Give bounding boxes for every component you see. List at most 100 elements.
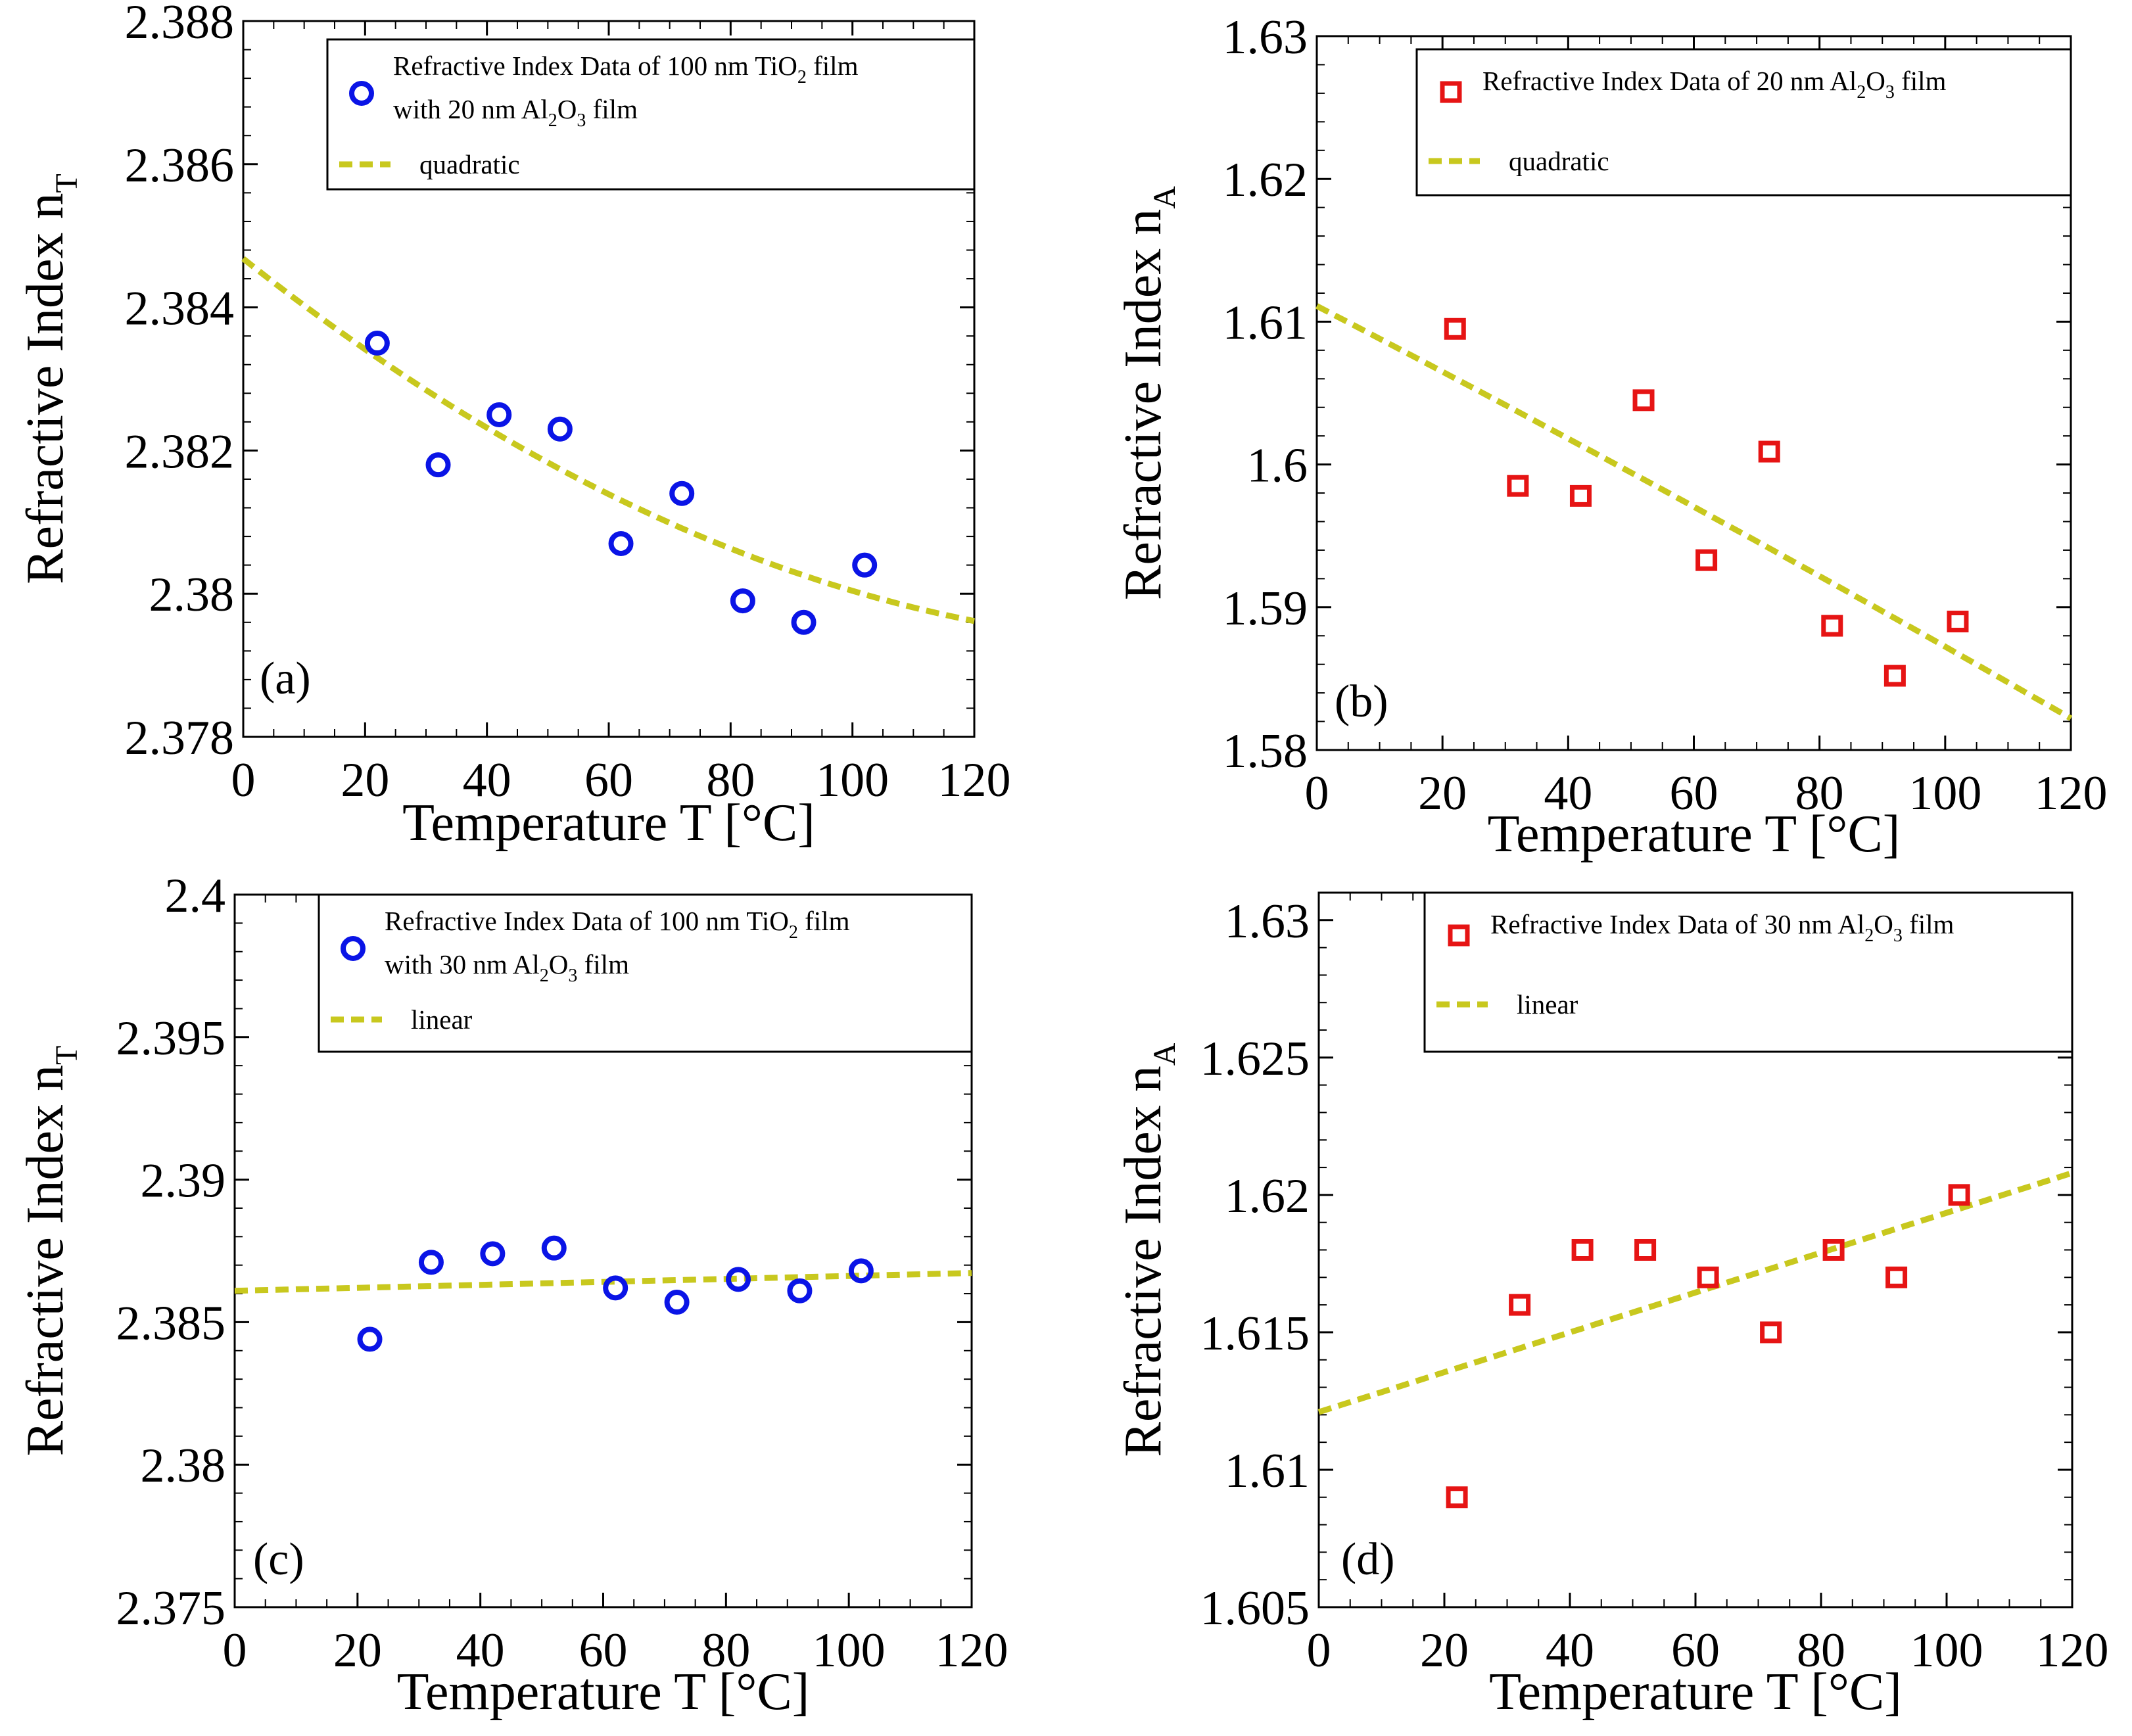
data-point xyxy=(730,588,755,614)
x-tick-label: 60 xyxy=(579,1624,628,1677)
legend-data-label-line2-part: 2 xyxy=(540,966,549,986)
y-tick-label: 2.386 xyxy=(125,139,235,193)
fit-curve xyxy=(1317,1170,2073,1415)
legend-data-label-part: film xyxy=(1895,66,1947,96)
legend-data-label-line1-part: 2 xyxy=(797,67,807,87)
data-point xyxy=(364,331,390,356)
y-tick-label: 1.63 xyxy=(1223,11,1308,64)
y-tick-label: 1.61 xyxy=(1223,296,1308,350)
legend-data-label-line2-part: film xyxy=(586,94,638,124)
panel-label: (d) xyxy=(1341,1534,1395,1585)
legend-data-label-line1: Refractive Index Data of 100 nm TiO2 fil… xyxy=(393,51,859,87)
data-point xyxy=(1507,475,1529,497)
x-tick-label: 80 xyxy=(701,1624,750,1677)
data-point xyxy=(1634,1239,1657,1261)
legend-data-label-line2-part: 3 xyxy=(577,110,586,131)
data-point xyxy=(1569,484,1592,507)
data-point xyxy=(1883,665,1906,687)
x-tick-label: 80 xyxy=(1797,1624,1845,1677)
data-point xyxy=(1695,549,1718,571)
x-axis-label: Temperature T [°C] xyxy=(397,1663,810,1721)
legend-data-label-line1: Refractive Index Data of 100 nm TiO2 fil… xyxy=(385,906,850,943)
y-tick-label: 1.605 xyxy=(1200,1582,1310,1635)
y-axis-label-main: Refractive Index n xyxy=(1114,209,1172,600)
legend-data-label-line2: with 20 nm Al2O3 film xyxy=(393,94,638,131)
data-point xyxy=(1758,440,1780,463)
data-point xyxy=(1821,615,1843,637)
x-tick-label: 40 xyxy=(456,1624,505,1677)
x-tick-label: 0 xyxy=(231,753,256,807)
x-tick-label: 20 xyxy=(1420,1624,1469,1677)
data-point xyxy=(486,402,512,427)
x-tick-label: 80 xyxy=(1795,766,1844,820)
data-point xyxy=(425,452,451,478)
data-point xyxy=(1947,611,1969,633)
legend-data-label-part: 3 xyxy=(1893,926,1903,946)
legend-box xyxy=(1415,48,2072,197)
legend-data-label-line2-part: film xyxy=(577,949,629,979)
y-tick-label: 2.39 xyxy=(141,1154,226,1208)
x-tick-label: 40 xyxy=(1546,1624,1594,1677)
x-tick-label: 120 xyxy=(936,1624,1008,1677)
legend-data-label-part: O xyxy=(1866,66,1885,96)
fit-curve xyxy=(234,1270,972,1294)
x-tick-label: 100 xyxy=(813,1624,886,1677)
legend-data-label-line2-part: 3 xyxy=(568,966,577,986)
legend-data-label-part: O xyxy=(1874,909,1893,939)
legend-data-label-line2-part: with 30 nm Al xyxy=(385,949,540,979)
x-tick-label: 20 xyxy=(333,1624,382,1677)
data-point xyxy=(418,1250,444,1275)
data-point xyxy=(608,530,634,556)
legend-marker xyxy=(1448,924,1470,947)
y-tick-label: 1.59 xyxy=(1223,582,1308,636)
x-tick-label: 40 xyxy=(463,753,511,807)
legend-marker xyxy=(1440,81,1462,103)
panel-a: 0 20 40 60 80 100 120 2.378 2.38 2.382 2.384 2.386 2… xyxy=(16,0,1011,852)
x-tick-label: 120 xyxy=(2036,1624,2109,1677)
fit-curve xyxy=(1315,303,2073,721)
legend-data-label-line2-part: O xyxy=(549,949,569,979)
panel-label: (b) xyxy=(1335,676,1388,727)
legend-data-label-line1-part: 2 xyxy=(789,922,798,943)
legend-data-label-line1-part: Refractive Index Data of 100 nm TiO xyxy=(385,906,789,936)
legend-data-label-part: Refractive Index Data of 20 nm Al xyxy=(1482,66,1857,96)
y-axis-label: Refractive Index nA xyxy=(1114,186,1182,600)
y-tick-label: 1.58 xyxy=(1223,724,1308,778)
x-tick-label: 0 xyxy=(223,1624,247,1677)
x-tick-label: 100 xyxy=(1910,1624,1983,1677)
data-point xyxy=(791,609,817,635)
legend-data-label-part: 2 xyxy=(1864,926,1874,946)
y-tick-label: 2.38 xyxy=(141,1439,226,1493)
data-point xyxy=(1509,1294,1531,1316)
y-tick-label: 2.384 xyxy=(125,282,235,336)
data-point xyxy=(1697,1266,1719,1288)
legend-data-label-part: Refractive Index Data of 30 nm Al xyxy=(1490,909,1864,939)
x-tick-label: 20 xyxy=(341,753,389,807)
data-point xyxy=(669,481,695,506)
x-axis-label: Temperature T [°C] xyxy=(1488,805,1901,863)
y-tick-label: 2.395 xyxy=(116,1012,226,1066)
y-tick-label: 1.62 xyxy=(1223,153,1308,207)
data-point xyxy=(787,1278,813,1303)
x-tick-label: 60 xyxy=(584,753,633,807)
x-axis-label: Temperature T [°C] xyxy=(1489,1663,1902,1721)
legend-data-label: Refractive Index Data of 20 nm Al2O3 fil… xyxy=(1482,66,1947,103)
x-tick-label: 60 xyxy=(1671,1624,1720,1677)
legend-data-label-line2-part: 2 xyxy=(548,110,557,131)
x-tick-label: 100 xyxy=(816,753,889,807)
legend-data-label: Refractive Index Data of 30 nm Al2O3 fil… xyxy=(1490,909,1954,946)
legend-data-label-line1-part: film xyxy=(798,906,850,936)
y-axis-label-main: Refractive Index n xyxy=(1114,1066,1172,1457)
data-point xyxy=(1885,1266,1908,1288)
legend-data-label-part: film xyxy=(1903,909,1954,939)
panel-c: 0 20 40 60 80 100 120 2.375 2.38 2.385 2.39 2.395 2.… xyxy=(16,869,1008,1721)
data-point xyxy=(1760,1321,1782,1344)
data-point xyxy=(852,552,878,578)
x-tick-label: 100 xyxy=(1908,766,1981,820)
legend-fit-label: linear xyxy=(1517,989,1578,1020)
y-tick-label: 1.61 xyxy=(1225,1444,1310,1498)
legend-box xyxy=(318,893,973,1053)
legend-data-label-line2: with 30 nm Al2O3 film xyxy=(385,949,629,986)
y-tick-label: 2.378 xyxy=(125,711,235,765)
